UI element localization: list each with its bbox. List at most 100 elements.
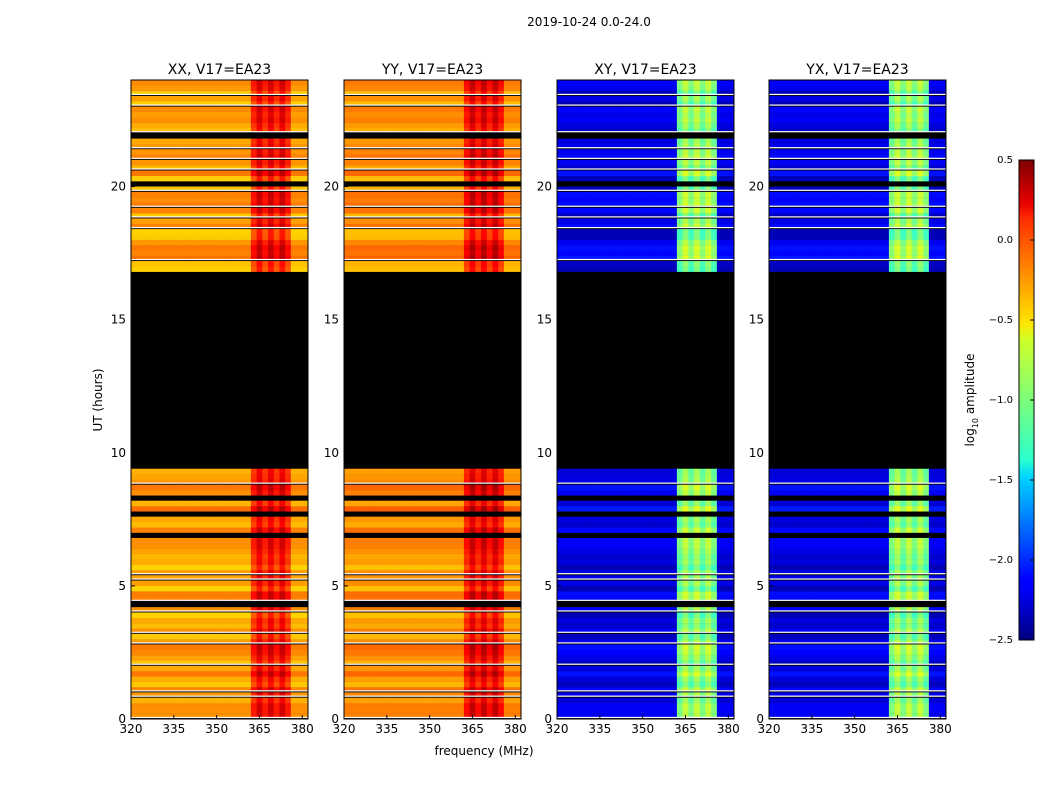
heatmap-cell [435, 474, 442, 480]
heatmap-cell [199, 649, 206, 656]
heatmap-cell [406, 591, 413, 597]
heatmap-cell [188, 266, 195, 272]
heatmap-cell [188, 250, 195, 256]
heatmap-cell [372, 261, 379, 267]
heatmap-cell [182, 90, 189, 95]
heatmap-cell [148, 665, 155, 672]
heatmap-cell [131, 117, 138, 123]
heatmap-cell [285, 591, 292, 597]
heatmap-cell [285, 197, 292, 203]
heatmap-cell [429, 516, 436, 523]
heatmap-cell [366, 580, 373, 587]
heatmap-cell [383, 687, 391, 691]
heatmap-cell [279, 175, 286, 182]
heatmap-cell [378, 106, 385, 113]
heatmap-cell [205, 170, 212, 177]
heatmap-cell [469, 111, 476, 118]
heatmap-cell [210, 165, 218, 169]
heatmap-cell [378, 527, 385, 533]
heatmap-cell [199, 159, 206, 166]
heatmap-cell [441, 149, 448, 155]
heatmap-cell [423, 202, 431, 206]
heatmap-cell [378, 474, 385, 480]
heatmap-cell [492, 708, 499, 714]
heatmap-cell [222, 170, 229, 177]
heatmap-cell [262, 223, 269, 228]
heatmap-cell [372, 239, 379, 246]
heatmap-cell [205, 250, 212, 256]
heatmap-cell [355, 649, 362, 656]
row-gap [131, 578, 308, 580]
heatmap-cell [515, 138, 522, 145]
heatmap-cell [262, 117, 269, 123]
heatmap-cell [279, 548, 286, 555]
heatmap-cell [389, 633, 396, 640]
heatmap-cell [170, 649, 178, 656]
heatmap-cell [142, 703, 149, 709]
heatmap-cell [131, 692, 138, 696]
heatmap-cell [273, 127, 280, 132]
heatmap-cell [296, 553, 303, 560]
heatmap-cell [401, 165, 408, 169]
heatmap-cell [302, 218, 309, 224]
heatmap-cell [188, 537, 195, 544]
heatmap-cell [296, 202, 303, 206]
heatmap-cell [193, 175, 200, 182]
heatmap-cell [296, 90, 303, 95]
row-gap [131, 695, 308, 697]
heatmap-cell [182, 159, 189, 166]
heatmap-cell [429, 122, 436, 129]
heatmap-cell [429, 607, 436, 611]
heatmap-cell [256, 143, 263, 148]
heatmap-cell [486, 569, 493, 574]
heatmap-cell [273, 229, 280, 235]
heatmap-cell [378, 175, 385, 182]
heatmap-cell [199, 537, 206, 544]
heatmap-cell [142, 623, 149, 629]
heatmap-cell [412, 255, 419, 260]
heatmap-cell [452, 250, 459, 256]
heatmap-cell [515, 521, 522, 528]
heatmap-cell [406, 548, 413, 555]
heatmap-cell [245, 245, 252, 251]
heatmap-cell [193, 474, 200, 480]
heatmap-cell [446, 585, 453, 592]
heatmap-cell [176, 474, 183, 480]
heatmap-cell [557, 692, 564, 696]
heatmap-cell [176, 553, 183, 560]
heatmap-cell [193, 617, 200, 624]
heatmap-cell [515, 266, 522, 272]
heatmap-cell [515, 633, 522, 640]
heatmap-cell [182, 607, 189, 611]
heatmap-cell [562, 697, 569, 704]
heatmap-cell [344, 85, 351, 91]
heatmap-cell [148, 106, 155, 113]
heatmap-cell [475, 229, 482, 235]
heatmap-cell [446, 143, 453, 148]
heatmap-cell [148, 165, 155, 169]
heatmap-cell [349, 154, 356, 158]
heatmap-cell [256, 506, 263, 512]
heatmap-cell [222, 143, 229, 148]
heatmap-cell [250, 564, 258, 571]
heatmap-cell [344, 191, 351, 198]
heatmap-cell [429, 628, 436, 632]
heatmap-cell [142, 697, 149, 704]
heatmap-cell [165, 713, 172, 718]
heatmap-cell [262, 207, 269, 214]
heatmap-cell [355, 117, 362, 123]
heatmap-cell [418, 521, 425, 528]
heatmap-cell [446, 649, 453, 656]
heatmap-cell [492, 660, 499, 664]
heatmap-cell [557, 713, 564, 718]
heatmap-cell [423, 186, 431, 190]
heatmap-cell [279, 596, 286, 600]
heatmap-cell [349, 245, 356, 251]
heatmap-cell [469, 644, 476, 650]
heatmap-cell [441, 623, 448, 629]
heatmap-cell [131, 223, 138, 228]
heatmap-cell [509, 149, 516, 155]
heatmap-cell [153, 111, 160, 118]
heatmap-cell [279, 85, 286, 91]
heatmap-cell [602, 713, 609, 718]
